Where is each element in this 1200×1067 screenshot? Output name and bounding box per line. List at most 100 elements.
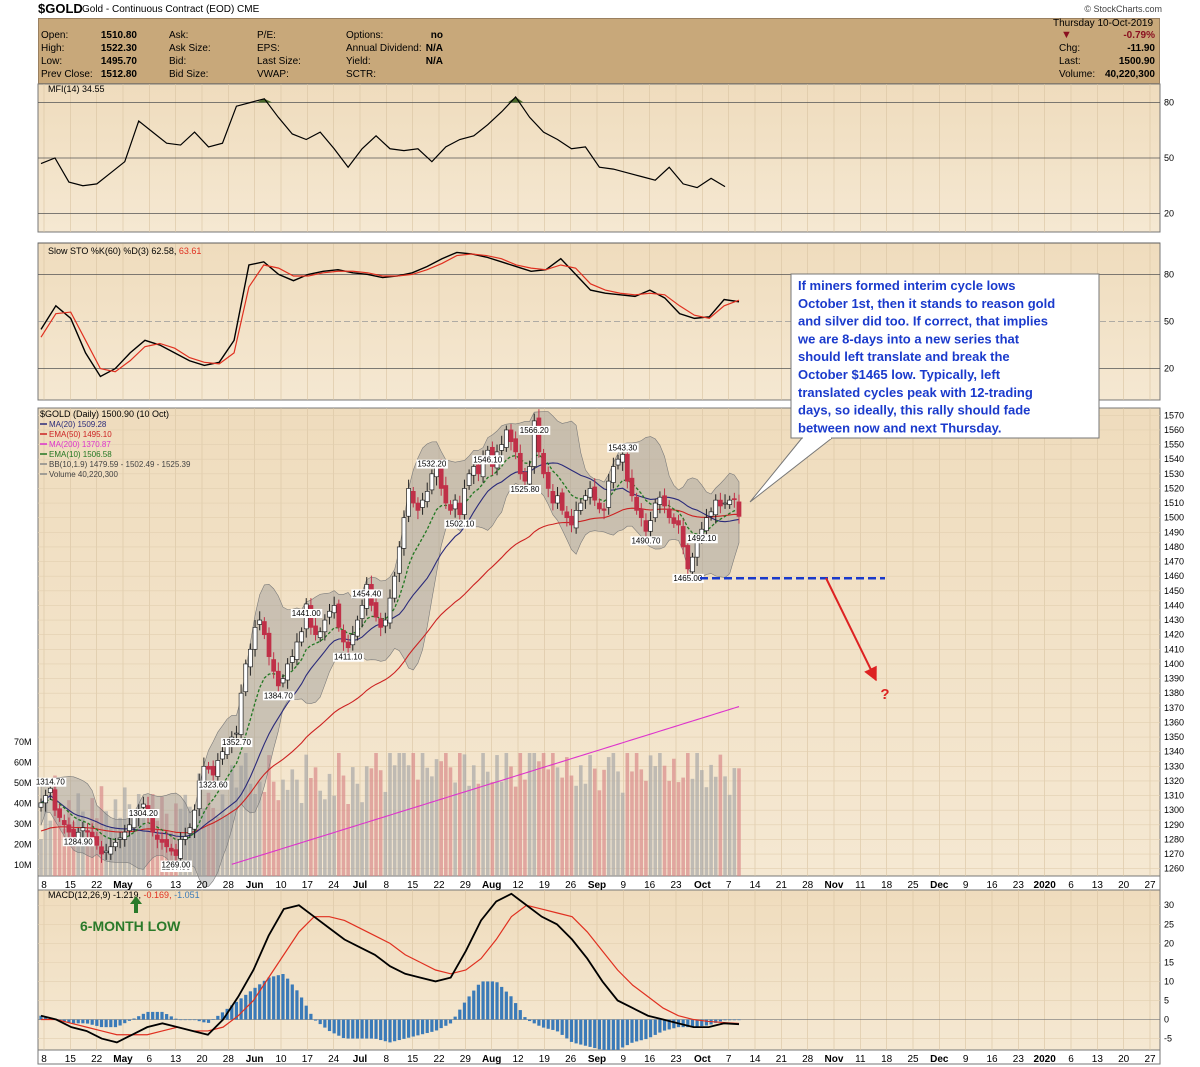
macd-histogram-bar [230,1005,234,1020]
volume-bar [174,803,178,876]
macd-histogram-bar [95,1019,99,1026]
macd-histogram-bar [514,1003,518,1020]
volume-bar [718,754,723,876]
x-tick-label: 12 [512,1054,524,1065]
up-arrow-icon [130,896,142,913]
volume-bar [299,803,304,876]
candle-up [220,751,225,760]
candle-up [113,842,118,848]
macd-histogram-bar [430,1019,434,1032]
volume-bar [458,753,462,876]
candle-down [85,830,90,833]
price-y-tick: 1310 [1164,791,1184,801]
macd-histogram-bar [244,994,248,1020]
candle-up [452,499,458,510]
price-label: 1543.30 [608,443,637,452]
volume-bar [234,787,239,876]
volume-bar [420,753,425,876]
candle-up [620,454,626,463]
x-tick-label: 17 [302,880,314,891]
macd-y-tick: -5 [1164,1034,1172,1044]
macd-histogram-bar [234,1001,239,1020]
candle-down [173,849,179,856]
legend-label: EMA(50) 1495.10 [49,430,112,439]
annotation-text-line: translated cycles peak with 12-trading [798,385,1033,400]
volume-bar [146,824,150,876]
x-tick-label: 24 [328,880,340,891]
macd-histogram-bar [90,1019,94,1025]
x-tick-label: 23 [1013,1054,1025,1065]
prev-close-label: Prev Close: [41,69,93,80]
x-tick-label: 8 [41,1054,47,1065]
volume-bar [578,765,583,876]
candle-up [573,510,579,529]
x-tick-label: 25 [907,1054,919,1065]
macd-histogram-bar [104,1019,108,1028]
x-tick-label: 6 [147,880,153,891]
x-tick-label: 20 [1118,880,1130,891]
candle-down [564,511,570,519]
macd-line [40,892,740,1044]
volume-bar [350,767,355,876]
macd-histogram-bar [621,1019,625,1048]
macd-histogram-bar [420,1019,425,1035]
candle-up [578,502,584,511]
candle-up [531,420,537,467]
macd-histogram-bar [467,996,471,1020]
mfi-line [40,95,726,189]
macd-histogram-bar [71,1019,76,1024]
candle-down [643,520,649,532]
x-tick-label: Oct [694,880,711,891]
annotation-text-line: October $1465 low. Typically, left [798,367,1001,382]
price-label: 1304.20 [129,809,158,818]
volume-bar [132,822,136,876]
symbol-description: Gold - Continuous Contract (EOD) CME [82,4,260,15]
chart-header: $GOLD Gold - Continuous Contract (EOD) C… [0,0,1200,18]
volume-bar [99,786,104,876]
volume-bar [71,821,76,876]
macd-histogram-bar [160,1011,164,1020]
quote-panel: Open: 1510.80 High: 1522.30 Low: 1495.70… [38,18,1160,84]
macd-histogram-bar [393,1019,397,1042]
volume-bar [555,767,560,876]
x-tick-label: Sep [588,1054,606,1065]
volume-bar [141,813,146,876]
macd-histogram-bar [732,1019,736,1021]
x-tick-label: May [113,880,133,891]
candle-up [424,491,430,502]
volume-bar [188,806,192,876]
candle-up [355,619,360,637]
annotation-text-line: and silver did too. If correct, that imp… [798,314,1048,329]
candle-down [601,508,607,511]
macd-histogram-bar [206,1019,211,1023]
volume-bar [532,753,537,876]
candle-up [648,520,653,532]
macd-histogram-bar [281,974,285,1020]
x-tick-label: Jun [246,1054,264,1065]
macd-histogram-bar [337,1019,341,1036]
macd-histogram-bar [737,1019,741,1021]
six-month-low-label: 6-MONTH LOW [80,918,181,934]
x-tick-label: 19 [539,880,551,891]
price-y-tick: 1440 [1164,600,1184,610]
annotation-text-line: If miners formed interim cycle lows [798,278,1015,293]
candle-up [108,846,114,855]
x-tick-label: 7 [726,1054,732,1065]
candle-down [313,625,318,636]
macd-histogram-bar [444,1019,448,1026]
volume-bar [672,758,676,876]
price-label: 1546.10 [473,455,502,464]
price-label: 1411.10 [334,653,363,662]
candle-up [406,488,411,517]
candle-up [657,496,663,505]
volume-y-tick: 70M [14,737,32,747]
x-tick-label: 13 [1092,880,1104,891]
price-label: 1532.20 [417,460,446,469]
macd-histogram-bar [718,1019,722,1022]
candle-up [466,473,472,486]
candle-up [587,488,593,498]
macd-histogram-bar [407,1019,411,1038]
volume-bar [476,783,481,876]
macd-histogram-bar [188,1019,192,1021]
candle-down [536,417,542,453]
